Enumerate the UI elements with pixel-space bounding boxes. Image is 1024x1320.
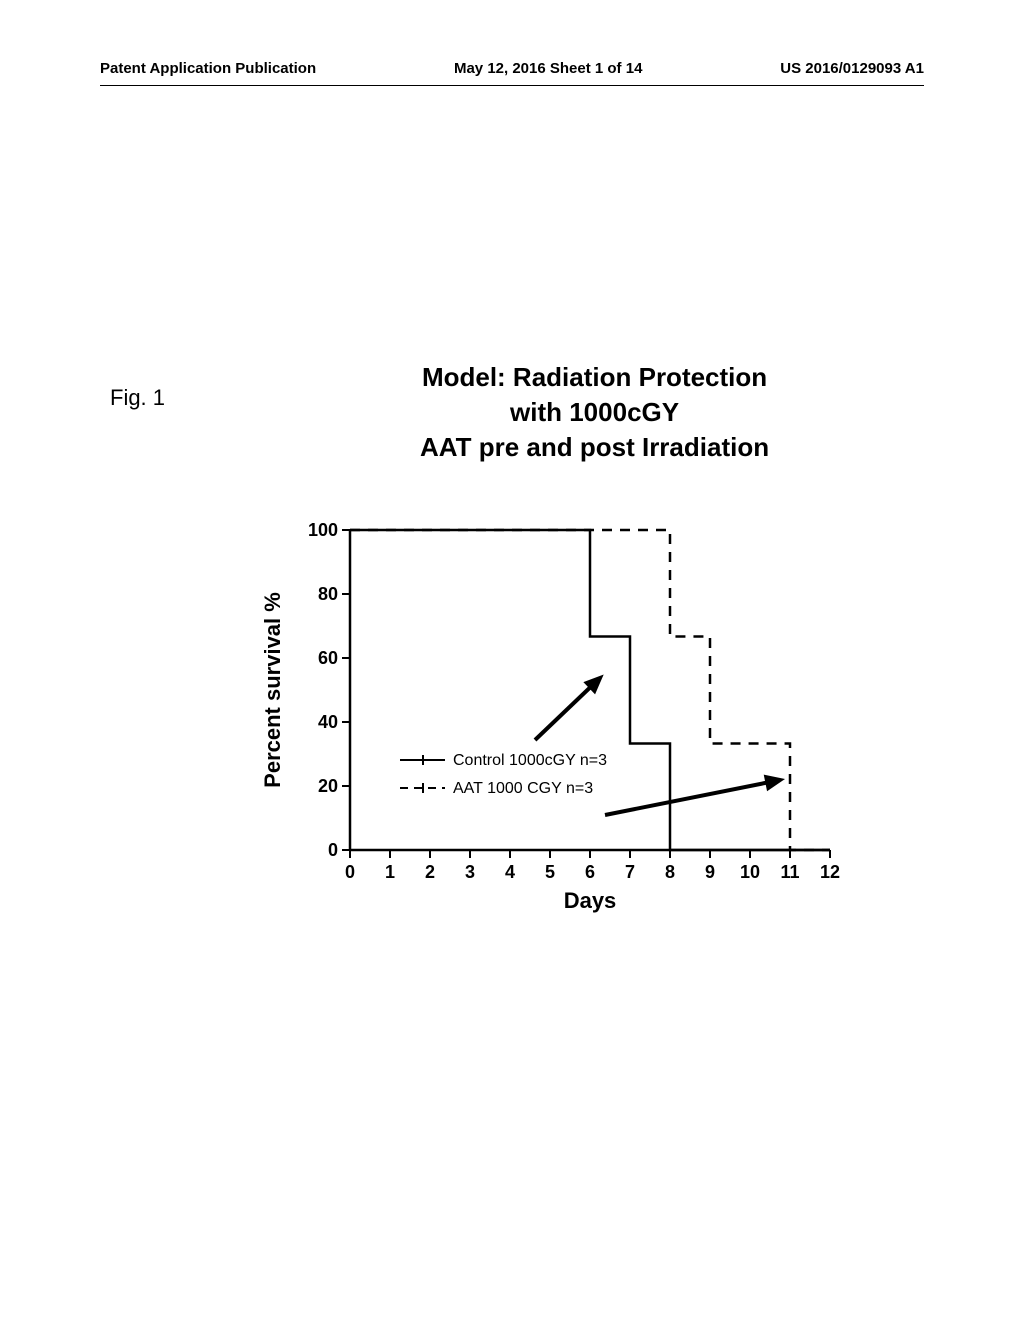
svg-text:2: 2 (425, 862, 435, 882)
header-right: US 2016/0129093 A1 (780, 60, 924, 77)
svg-text:10: 10 (740, 862, 760, 882)
chart-title-line-3: AAT pre and post Irradiation (420, 430, 769, 465)
svg-text:5: 5 (545, 862, 555, 882)
svg-text:20: 20 (318, 776, 338, 796)
chart-title-line-2: with 1000cGY (420, 395, 769, 430)
svg-text:8: 8 (665, 862, 675, 882)
svg-text:60: 60 (318, 648, 338, 668)
header-divider (100, 85, 924, 86)
chart-title: Model: Radiation Protection with 1000cGY… (420, 360, 769, 465)
svg-text:Percent survival %: Percent survival % (260, 592, 285, 788)
svg-text:100: 100 (308, 520, 338, 540)
svg-text:Control 1000cGY n=3: Control 1000cGY n=3 (453, 752, 607, 769)
svg-text:AAT 1000 CGY n=3: AAT 1000 CGY n=3 (453, 780, 593, 797)
svg-text:0: 0 (345, 862, 355, 882)
svg-text:80: 80 (318, 584, 338, 604)
svg-text:Days: Days (564, 888, 617, 913)
chart-title-line-1: Model: Radiation Protection (420, 360, 769, 395)
svg-text:0: 0 (328, 840, 338, 860)
page-header: Patent Application Publication May 12, 2… (0, 60, 1024, 77)
svg-text:12: 12 (820, 862, 840, 882)
svg-text:9: 9 (705, 862, 715, 882)
svg-text:40: 40 (318, 712, 338, 732)
svg-text:6: 6 (585, 862, 595, 882)
svg-text:1: 1 (385, 862, 395, 882)
svg-text:7: 7 (625, 862, 635, 882)
header-center: May 12, 2016 Sheet 1 of 14 (454, 60, 642, 77)
svg-text:4: 4 (505, 862, 515, 882)
survival-chart: 0204060801000123456789101112Percent surv… (250, 510, 850, 930)
svg-text:3: 3 (465, 862, 475, 882)
svg-text:11: 11 (780, 862, 799, 882)
header-left: Patent Application Publication (100, 60, 316, 77)
chart-svg: 0204060801000123456789101112Percent surv… (250, 510, 850, 930)
figure-label: Fig. 1 (110, 385, 165, 411)
